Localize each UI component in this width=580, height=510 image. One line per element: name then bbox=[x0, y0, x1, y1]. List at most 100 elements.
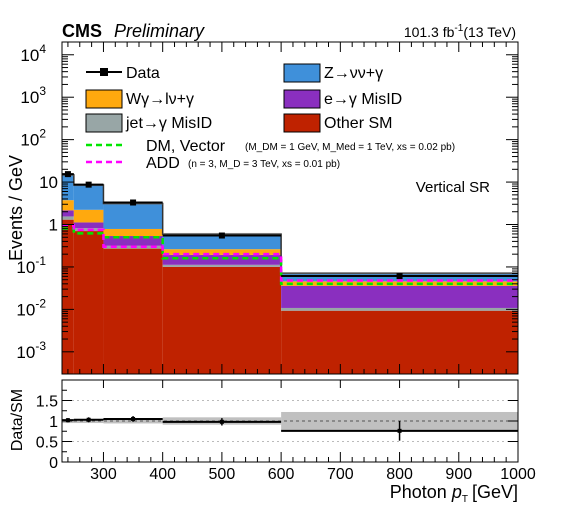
main-y-tick-base-7: 10 bbox=[20, 46, 39, 65]
main-y-tick-base-1: 10 bbox=[16, 300, 35, 319]
lumi-value: 101.3 fb bbox=[404, 24, 455, 40]
x-tick-label-1: 400 bbox=[149, 466, 176, 483]
main-y-tick-label-7: 104 bbox=[20, 42, 46, 65]
main-y-tick-base-5: 10 bbox=[20, 131, 39, 150]
data-points bbox=[62, 171, 518, 280]
main-y-tick-exp-2: -1 bbox=[35, 254, 46, 268]
data-point-4 bbox=[396, 273, 403, 280]
x-axis-label-sub: T bbox=[462, 494, 468, 505]
x-axis-label-text: Photon bbox=[390, 482, 447, 502]
x-tick-label-3: 600 bbox=[268, 466, 295, 483]
ratio-y-axis: 0 0.5 1 1.5 bbox=[36, 389, 518, 472]
bar-series1-bin0 bbox=[62, 216, 74, 220]
ratio-point-1 bbox=[86, 417, 91, 422]
main-frame bbox=[61, 41, 519, 375]
signal-lines bbox=[62, 224, 518, 286]
main-y-tick-label-6: 103 bbox=[20, 84, 46, 107]
x-axis-label-math: p bbox=[451, 482, 462, 502]
bar-series3-bin3 bbox=[162, 249, 282, 255]
energy-label: (13 TeV) bbox=[463, 24, 516, 40]
x-tick-label-7: 1000 bbox=[500, 466, 536, 483]
ratio-y-tick-label-0: 0 bbox=[49, 455, 58, 472]
main-y-tick-base-4: 10 bbox=[39, 173, 58, 192]
main-y-tick-base-2: 10 bbox=[16, 258, 35, 277]
ratio-gridlines bbox=[62, 400, 518, 442]
bar-series1-bin4 bbox=[281, 307, 518, 311]
bar-series2-bin3 bbox=[162, 254, 282, 265]
bar-series3-bin0 bbox=[62, 200, 74, 211]
main-x-ticks bbox=[67, 42, 519, 374]
main-y-tick-exp-5: 2 bbox=[39, 127, 46, 141]
ratio-y-tick-label-1: 0.5 bbox=[36, 435, 58, 452]
ratio-point-2 bbox=[131, 416, 136, 421]
luminosity-label: 101.3 fb-1(13 TeV) bbox=[404, 23, 516, 40]
legend-data-label: Data bbox=[126, 65, 160, 82]
bar-series4-bin1 bbox=[73, 185, 104, 210]
main-y-tick-label-1: 10-2 bbox=[16, 296, 46, 319]
bar-series3-bin2 bbox=[103, 228, 163, 237]
legend-dm-params: (M_DM = 1 GeV, M_Med = 1 TeV, xs = 0.02 … bbox=[245, 142, 455, 153]
bar-series2-bin4 bbox=[281, 285, 518, 308]
main-y-tick-label-4: 10 bbox=[39, 173, 58, 192]
legend-other-swatch bbox=[283, 113, 321, 133]
legend: Data Wγ→lν+γ jet→γ MisID Z→νν+γ e→γ MisI… bbox=[85, 63, 455, 172]
main-y-tick-label-0: 10-3 bbox=[16, 339, 46, 362]
legend-wg-label: Wγ→lν+γ bbox=[126, 91, 194, 108]
x-tick-label-6: 900 bbox=[445, 466, 472, 483]
bar-series3-bin1 bbox=[73, 209, 104, 223]
bar-series4-bin0 bbox=[62, 174, 74, 201]
ratio-point-3 bbox=[219, 419, 224, 424]
ratio-y-tick-label-2: 1 bbox=[49, 414, 58, 431]
x-tick-label-5: 800 bbox=[386, 466, 413, 483]
legend-add-label: ADD bbox=[146, 155, 180, 172]
ratio-x-axis: 300 400 500 600 700 800 900 1000 bbox=[67, 380, 536, 483]
legend-zg-label: Z→νν+γ bbox=[324, 65, 383, 82]
ratio-panel: 0 0.5 1 1.5 300 400 500 600 700 800 900 1000 Data/… bbox=[9, 379, 536, 505]
main-y-tick-exp-1: -2 bbox=[35, 296, 46, 310]
legend-eg-label: e→γ MisID bbox=[324, 91, 402, 108]
x-axis-label: Photon pT [GeV] bbox=[390, 482, 518, 505]
bar-series0-bin2 bbox=[103, 248, 163, 374]
ratio-y-tick-label-3: 1.5 bbox=[36, 394, 58, 411]
main-y-tick-exp-0: -3 bbox=[35, 339, 46, 353]
legend-add-params: (n = 3, M_D = 3 TeV, xs = 0.01 pb) bbox=[188, 159, 340, 170]
bar-series0-bin3 bbox=[162, 266, 282, 374]
ratio-y-axis-label: Data/SM bbox=[9, 389, 26, 451]
x-axis-label-unit: [GeV] bbox=[472, 482, 518, 502]
bar-series2-bin2 bbox=[103, 236, 163, 246]
data-point-1 bbox=[85, 181, 92, 188]
main-y-tick-base-3: 1 bbox=[49, 216, 58, 235]
bar-series0-bin1 bbox=[73, 231, 104, 374]
legend-data-marker bbox=[100, 68, 108, 76]
data-point-3 bbox=[218, 232, 225, 239]
legend-other-label: Other SM bbox=[324, 115, 392, 132]
bar-series1-bin3 bbox=[162, 264, 282, 267]
ratio-point-0 bbox=[65, 418, 70, 423]
bar-series0-bin4 bbox=[281, 310, 518, 374]
main-y-tick-label-5: 102 bbox=[20, 127, 46, 150]
bar-series2-bin0 bbox=[62, 210, 74, 217]
ratio-point-4 bbox=[397, 428, 402, 433]
legend-dm-label: DM, Vector bbox=[146, 138, 226, 155]
legend-eg-swatch bbox=[283, 89, 321, 109]
bar-series4-bin3 bbox=[162, 234, 282, 250]
main-y-tick-label-3: 1 bbox=[49, 216, 58, 235]
bar-series2-bin1 bbox=[73, 222, 104, 229]
main-y-tick-exp-6: 3 bbox=[39, 84, 46, 98]
x-tick-label-2: 500 bbox=[209, 466, 236, 483]
x-tick-label-4: 700 bbox=[327, 466, 354, 483]
main-y-axis-label: Events / GeV bbox=[6, 155, 26, 261]
ratio-points bbox=[62, 416, 518, 441]
experiment-label: CMS bbox=[62, 21, 102, 41]
legend-jet-swatch bbox=[85, 113, 123, 133]
region-label: Vertical SR bbox=[416, 179, 490, 196]
lumi-exp: -1 bbox=[454, 23, 463, 34]
legend-zg-swatch bbox=[283, 63, 321, 83]
bar-series4-bin2 bbox=[103, 203, 163, 229]
data-point-0 bbox=[64, 171, 71, 178]
main-y-tick-base-6: 10 bbox=[20, 88, 39, 107]
main-y-tick-base-0: 10 bbox=[16, 343, 35, 362]
